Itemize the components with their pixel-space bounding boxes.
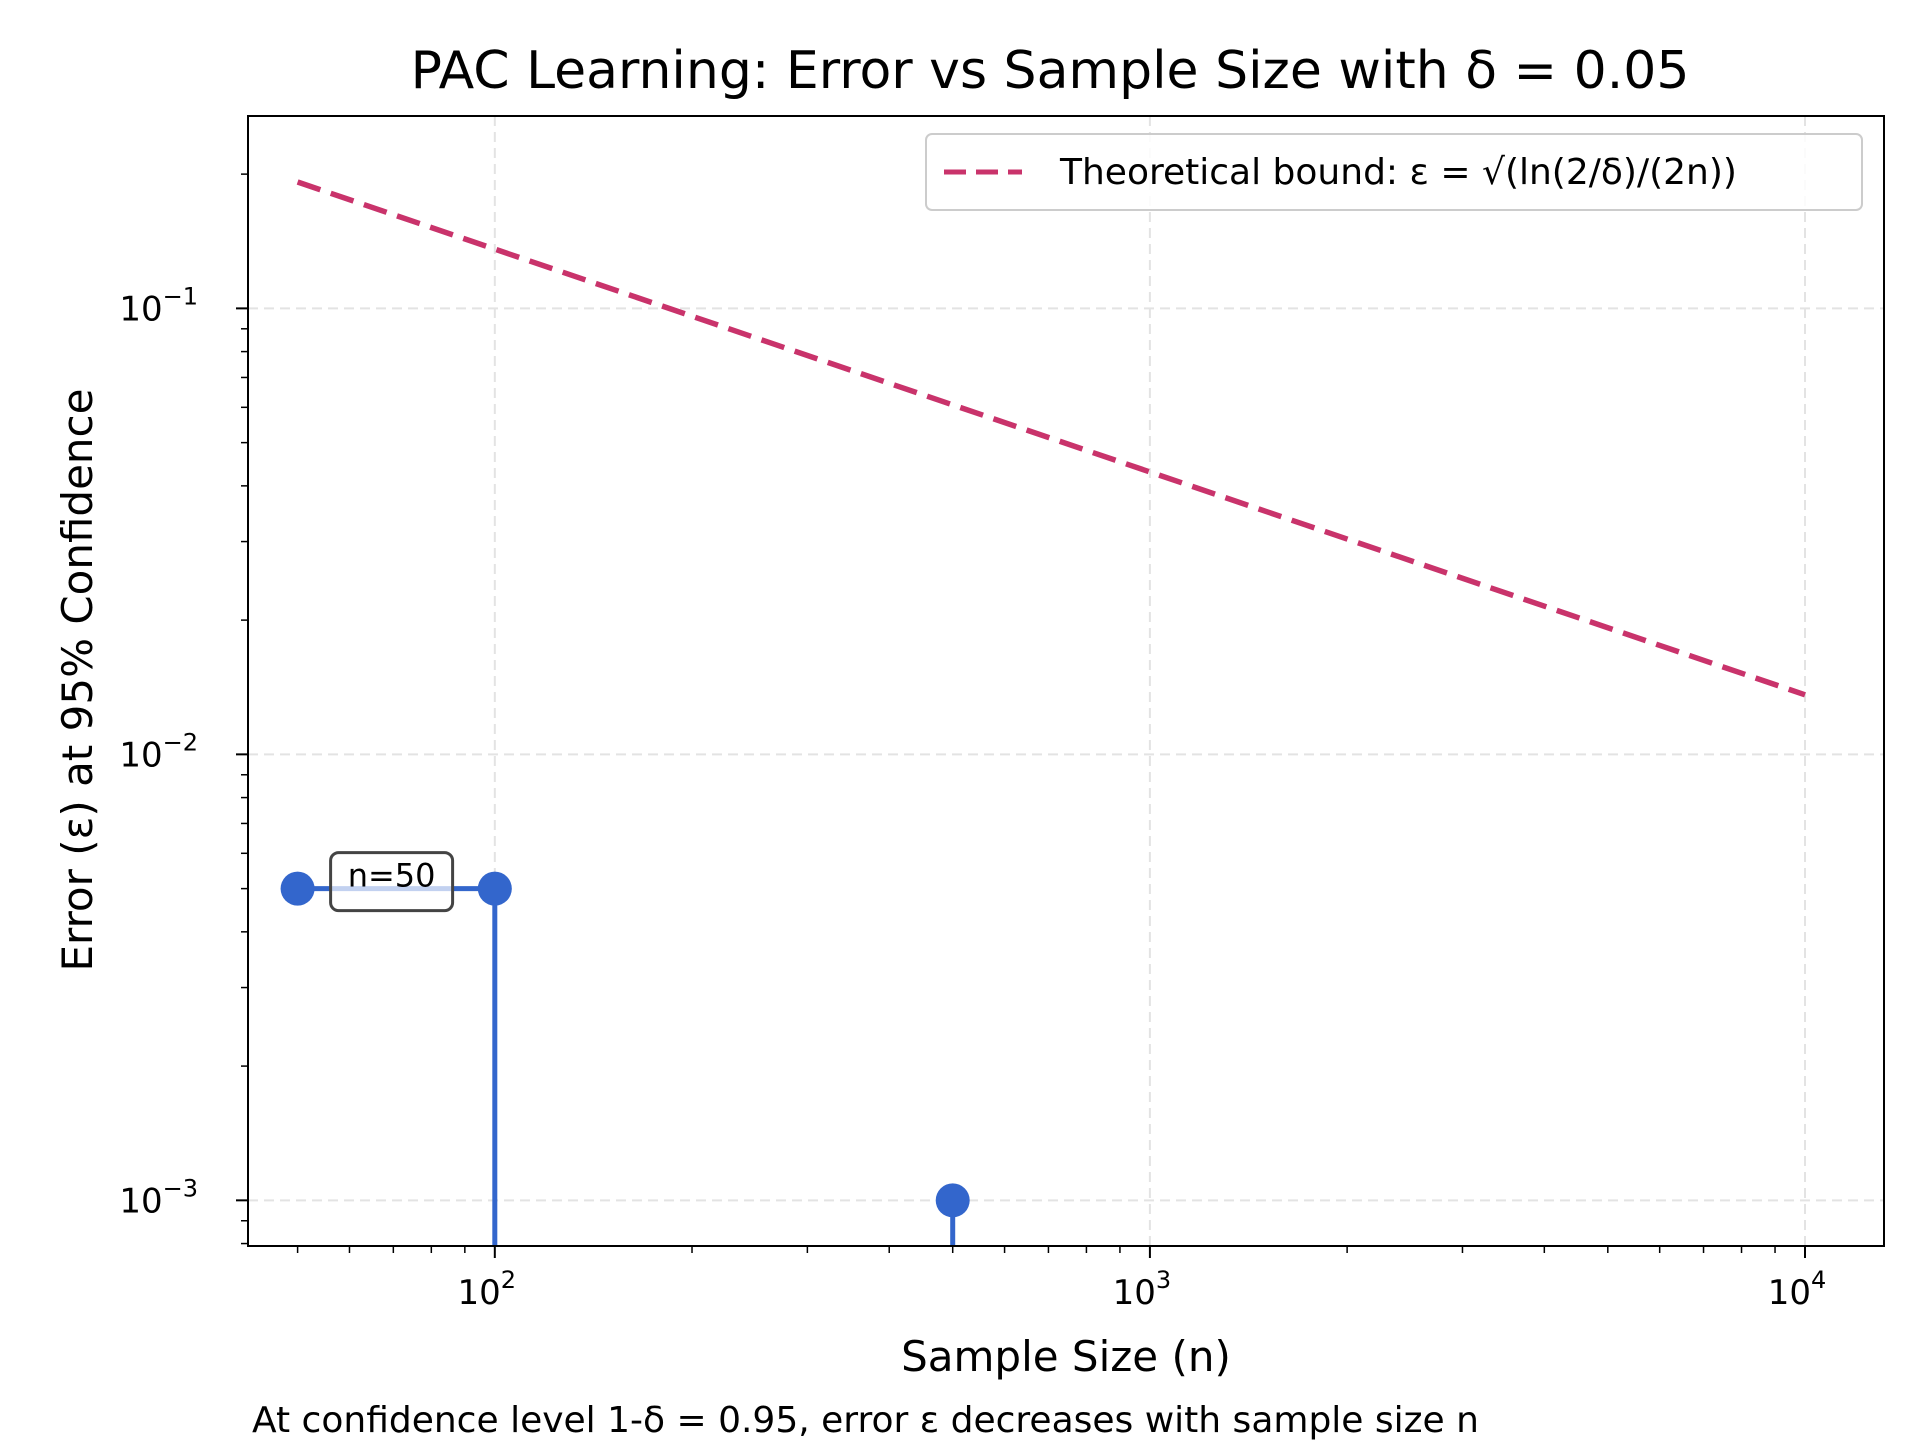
- legend-label-theoretical: Theoretical bound: ε = √(ln(2/δ)/(2n)): [1059, 152, 1737, 193]
- x-tick-label: 102: [458, 1266, 517, 1313]
- axes: 102 103 104 10−3 10−2 10−1: [119, 173, 1827, 1313]
- observed-point: [280, 871, 315, 906]
- annotation-label: n=50: [348, 857, 436, 895]
- observed-point: [477, 871, 512, 906]
- plot-frame: [247, 115, 1885, 1247]
- theoretical-bound-line: [296, 179, 1806, 698]
- legend: Theoretical bound: ε = √(ln(2/δ)/(2n)): [925, 133, 1863, 211]
- x-tick-label: 104: [1768, 1266, 1827, 1313]
- series-layer: [280, 179, 1806, 1246]
- y-tick-label: 10−1: [119, 282, 198, 329]
- observed-point: [935, 1183, 970, 1218]
- grid: [248, 116, 1884, 1246]
- x-tick-label: 103: [1113, 1266, 1172, 1313]
- x-axis-label: Sample Size (n): [901, 1332, 1231, 1381]
- annotation-box: [329, 851, 455, 913]
- y-tick-label: 10−3: [119, 1174, 198, 1221]
- legend-box: [925, 133, 1863, 211]
- y-axis-label: Error (ε) at 95% Confidence: [53, 389, 102, 972]
- annotation-layer: n=50: [329, 851, 455, 913]
- chart-caption: At confidence level 1-δ = 0.95, error ε …: [252, 1400, 1479, 1440]
- y-tick-label: 10−2: [119, 728, 198, 775]
- chart-title: PAC Learning: Error vs Sample Size with …: [411, 41, 1690, 101]
